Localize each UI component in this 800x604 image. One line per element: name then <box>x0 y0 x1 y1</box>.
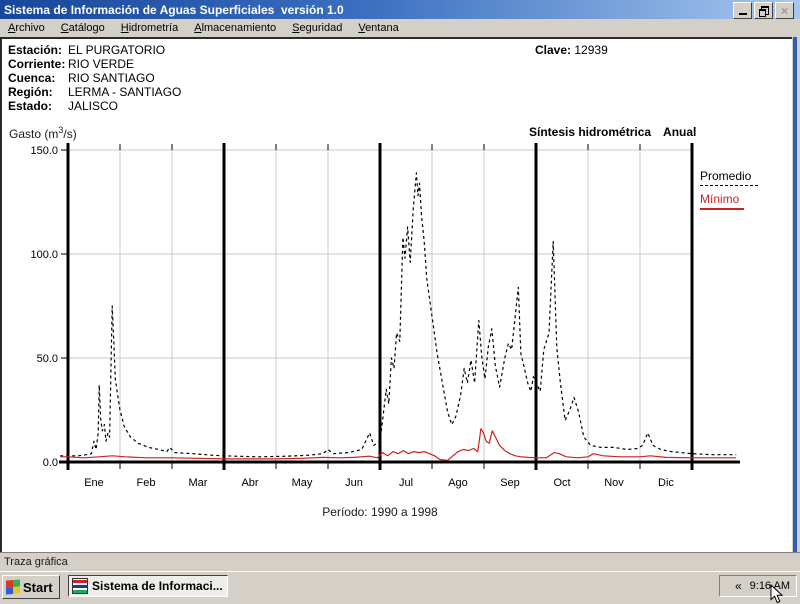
client-area: 0.0 50.0 100.0 150.0 Ene Feb Mar Abr May Jun Jul Ag… <box>0 37 792 552</box>
windows-logo-icon <box>6 579 20 595</box>
chart-title: Síntesis hidrométrica Anual <box>529 125 697 139</box>
x-tick-label: Dic <box>658 477 674 489</box>
y-axis-title: Gasto (m3/s) <box>9 125 77 141</box>
minimize-icon <box>738 13 747 15</box>
legend-promedio: Promedio <box>700 169 758 186</box>
promedio-line-sample <box>700 185 758 186</box>
station-key: Clave: 12939 <box>535 43 608 57</box>
station-info: Estación: EL PURGATORIO Corriente: RIO VER… <box>8 43 181 113</box>
window-title: Sistema de Información de Aguas Superfic… <box>4 2 344 17</box>
y-tick-label: 50.0 <box>37 353 58 365</box>
x-tick-label: Abr <box>241 477 258 489</box>
window-titlebar[interactable]: Sistema de Información de Aguas Superfic… <box>0 0 800 19</box>
x-tick-label: Jul <box>399 477 413 489</box>
restore-button[interactable] <box>754 2 773 19</box>
x-tick-label: Oct <box>553 477 570 489</box>
status-bar: Traza gráfica <box>0 552 800 571</box>
menu-bar: Archivo Catálogo Hidrometría Almacenamie… <box>0 19 800 37</box>
taskbar: Start Sistema de Informaci... « 9:16 AM <box>0 571 800 600</box>
menu-seguridad[interactable]: Seguridad <box>292 22 343 34</box>
minimo-line-sample <box>700 208 744 210</box>
x-tick-label: Jun <box>345 477 363 489</box>
titlebar-buttons: × <box>733 2 794 19</box>
y-tick-label: 150.0 <box>30 145 58 157</box>
app-icon <box>72 578 88 594</box>
menu-hidrometria[interactable]: Hidrometría <box>120 22 179 34</box>
tray-expand-icon[interactable]: « <box>734 579 742 593</box>
x-tick-label: Nov <box>604 477 624 489</box>
window-right-border <box>793 37 797 552</box>
close-icon: × <box>780 3 788 18</box>
x-tick-label: May <box>292 477 313 489</box>
y-tick-label: 0.0 <box>43 457 58 469</box>
station-row: Estado: JALISCO <box>8 99 119 113</box>
x-tick-label: Mar <box>189 477 208 489</box>
x-tick-label: Ene <box>84 477 104 489</box>
series-minimo <box>60 428 737 461</box>
status-text: Traza gráfica <box>4 556 68 568</box>
hydrograph-chart: 0.0 50.0 100.0 150.0 Ene Feb Mar Abr May Jun Jul Ag… <box>30 143 740 489</box>
series-promedio <box>60 172 737 458</box>
period-label: Período: 1990 a 1998 <box>322 505 438 519</box>
minimize-button[interactable] <box>733 2 752 19</box>
chart-legend: Promedio Mínimo <box>700 169 758 216</box>
system-tray[interactable]: « 9:16 AM <box>719 575 797 597</box>
station-key-value: 12939 <box>574 43 608 57</box>
menu-catalogo[interactable]: Catálogo <box>60 22 105 34</box>
start-button[interactable]: Start <box>2 575 60 599</box>
x-tick-label: Sep <box>500 477 520 489</box>
legend-minimo: Mínimo <box>700 192 758 210</box>
mouse-cursor-icon <box>770 584 784 604</box>
menu-archivo[interactable]: Archivo <box>8 22 45 34</box>
x-tick-label: Ago <box>448 477 468 489</box>
menu-ventana[interactable]: Ventana <box>358 22 399 34</box>
station-row: Región: LERMA - SANTIAGO <box>8 85 182 99</box>
y-tick-label: 100.0 <box>30 249 58 261</box>
taskbar-app-button[interactable]: Sistema de Informaci... <box>68 575 228 597</box>
station-row: Corriente: RIO VERDE <box>8 57 135 71</box>
restore-icon <box>759 6 769 17</box>
station-row: Cuenca: RIO SANTIAGO <box>8 71 155 85</box>
menu-almacenamiento[interactable]: Almacenamiento <box>194 22 277 34</box>
close-button[interactable]: × <box>775 2 794 19</box>
station-row: Estación: EL PURGATORIO <box>8 43 166 57</box>
taskbar-clock[interactable]: 9:16 AM <box>749 580 790 592</box>
x-tick-label: Feb <box>137 477 156 489</box>
